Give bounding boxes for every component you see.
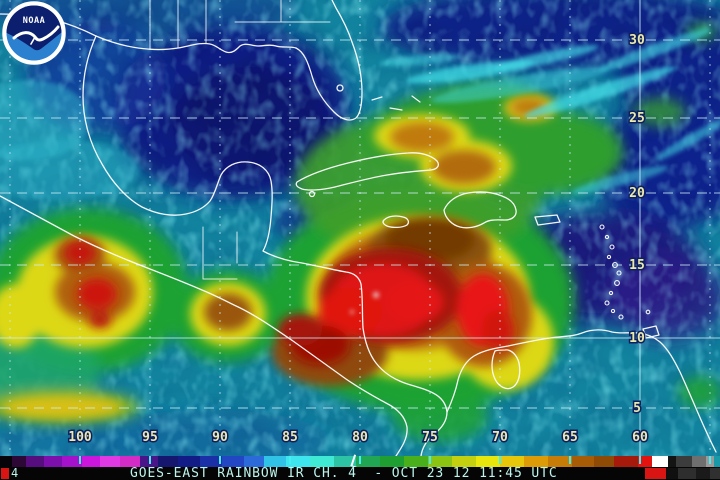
colorbar-segment (310, 456, 334, 467)
seagull-icon (12, 25, 60, 42)
colorbar-segment (264, 456, 286, 467)
colorbar-tick (429, 456, 431, 464)
colorbar-tick (289, 456, 291, 464)
trinidad-outline (642, 325, 660, 339)
grid-label: 75 (422, 430, 438, 445)
colorbar-segment (500, 456, 524, 467)
colorbar-segment (714, 456, 720, 467)
isle-of-youth (308, 190, 316, 198)
cuba-outline (295, 152, 439, 191)
grid-label: 100 (68, 430, 92, 445)
color-scale-bar (0, 454, 720, 470)
guatemala-belize-borders (202, 226, 238, 280)
hispaniola-outline (443, 191, 517, 229)
colorbar-segment (594, 456, 614, 467)
scanline-marker-right (645, 468, 666, 479)
cloud-layer-red (64, 241, 514, 365)
colorbar-segment (676, 456, 692, 467)
mexico-pacific-coast (0, 195, 408, 456)
lesser-antilles-islands (599, 224, 651, 320)
grid-label: 5 (633, 401, 641, 416)
bahamas-islands (371, 95, 421, 111)
grid-label: 95 (142, 430, 158, 445)
coastlines (0, 0, 717, 456)
colorbar-segment (668, 456, 676, 467)
colorbar-tick (499, 456, 501, 464)
grid-label: 60 (632, 430, 648, 445)
mexico-central-america-coast (82, 35, 448, 456)
grid-label: 25 (629, 111, 645, 126)
colorbar-segment (614, 456, 638, 467)
grid-label: 20 (629, 186, 645, 201)
scanline-gray-segment (666, 468, 720, 479)
colorbar-tick (79, 456, 81, 464)
colorbar-segment (82, 456, 100, 467)
colorbar-segment (0, 456, 12, 467)
colorbar-segment (652, 456, 668, 467)
colorbar-segment (244, 456, 264, 467)
colorbar-tick (149, 456, 151, 464)
colorbar-segment (572, 456, 594, 467)
grid-label: 65 (562, 430, 578, 445)
grid-label: 10 (629, 331, 645, 346)
colorbar-segment (356, 456, 380, 467)
puerto-rico-outline (534, 214, 561, 226)
colorbar-segment (120, 456, 140, 467)
cloud-layer-cirrus-streaks (0, 28, 720, 314)
colorbar-segment (158, 456, 178, 467)
colorbar-segment (428, 456, 452, 467)
colorbar-segment (476, 456, 500, 467)
us-state-borders (149, 0, 331, 50)
colorbar-segment (222, 456, 244, 467)
florida-outline (295, 0, 363, 121)
latlon-grid (0, 0, 720, 456)
colorbar-segment (44, 456, 62, 467)
lake-okeechobee (336, 84, 344, 92)
colorbar-segment (452, 456, 476, 467)
colorbar-tick (639, 456, 641, 464)
caption-text: GOES-EAST RAINBOW IR CH. 4 - OCT 23 12 1… (130, 466, 558, 480)
colorbar-segment (26, 456, 44, 467)
grid-label: 15 (629, 258, 645, 273)
lake-maracaibo-outline (491, 349, 521, 390)
colorbar-tick (359, 456, 361, 464)
logo-sky-shape (6, 5, 62, 51)
colorbar-segment (200, 456, 222, 467)
colorbar-segment (692, 456, 706, 467)
colorbar-segment (286, 456, 310, 467)
colorbar-segment (178, 456, 200, 467)
grid-label: 90 (212, 430, 228, 445)
south-america-coast (446, 329, 717, 453)
colorbar-segment (12, 456, 26, 467)
grid-label: 80 (352, 430, 368, 445)
grid-label: 70 (492, 430, 508, 445)
colorbar-segment (404, 456, 428, 467)
jamaica-outline (382, 215, 410, 229)
colorbar-segment (334, 456, 356, 467)
logo-text: NOAA (23, 16, 45, 26)
colorbar-segment (62, 456, 82, 467)
scanline-marker-left (1, 468, 9, 479)
colorbar-segment (638, 456, 652, 467)
colorbar-segment (524, 456, 548, 467)
noaa-logo: NOAA (2, 1, 66, 65)
colorbar-segment (380, 456, 404, 467)
grid-label: 30 (629, 33, 645, 48)
colorbar-segment (100, 456, 120, 467)
frame-number: 4 (11, 466, 19, 480)
colorbar-tick (569, 456, 571, 464)
colorbar-tick (219, 456, 221, 464)
colorbar-segment (548, 456, 572, 467)
status-bar: 4 GOES-EAST RAINBOW IR CH. 4 - OCT 23 12… (0, 467, 720, 480)
colorbar-tick (709, 456, 711, 464)
grid-label: 85 (282, 430, 298, 445)
